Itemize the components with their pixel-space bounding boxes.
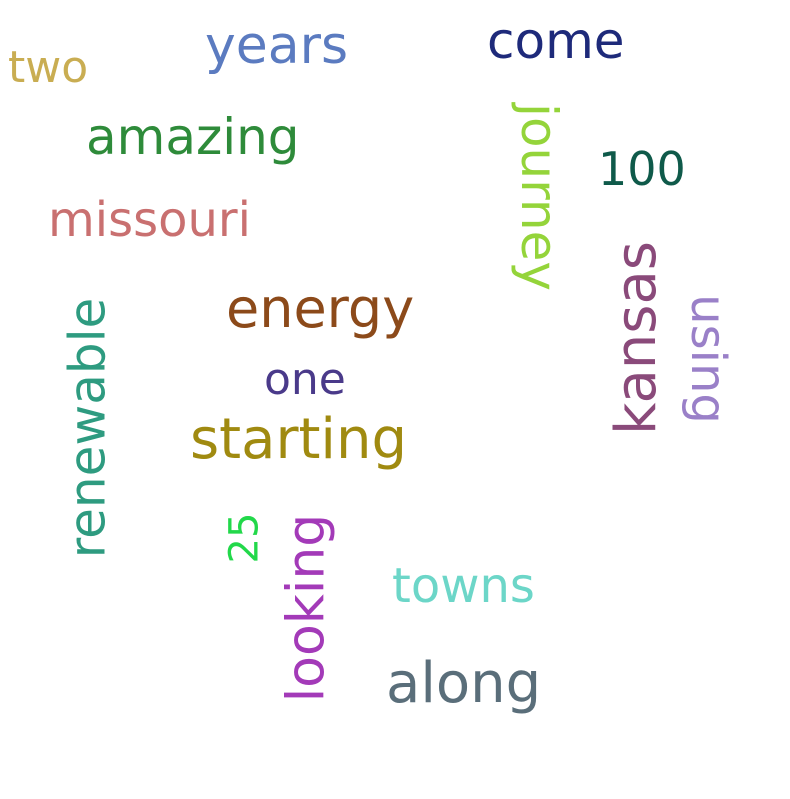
- word-towns: towns: [392, 558, 535, 614]
- word-one: one: [264, 354, 346, 405]
- word-amazing: amazing: [86, 108, 300, 166]
- word-two: two: [8, 42, 89, 93]
- word-kansas: kansas: [603, 241, 669, 435]
- word-25: 25: [221, 512, 268, 564]
- word-starting: starting: [190, 407, 408, 472]
- word-missouri: missouri: [48, 192, 251, 248]
- word-100: 100: [598, 142, 686, 196]
- word-along: along: [386, 651, 542, 716]
- word-using: using: [679, 294, 736, 424]
- word-years: years: [205, 16, 349, 76]
- word-renewable: renewable: [58, 297, 117, 559]
- word-come: come: [487, 12, 625, 70]
- word-energy: energy: [226, 277, 415, 340]
- word-looking: looking: [276, 513, 337, 703]
- word-journey: journey: [509, 103, 568, 291]
